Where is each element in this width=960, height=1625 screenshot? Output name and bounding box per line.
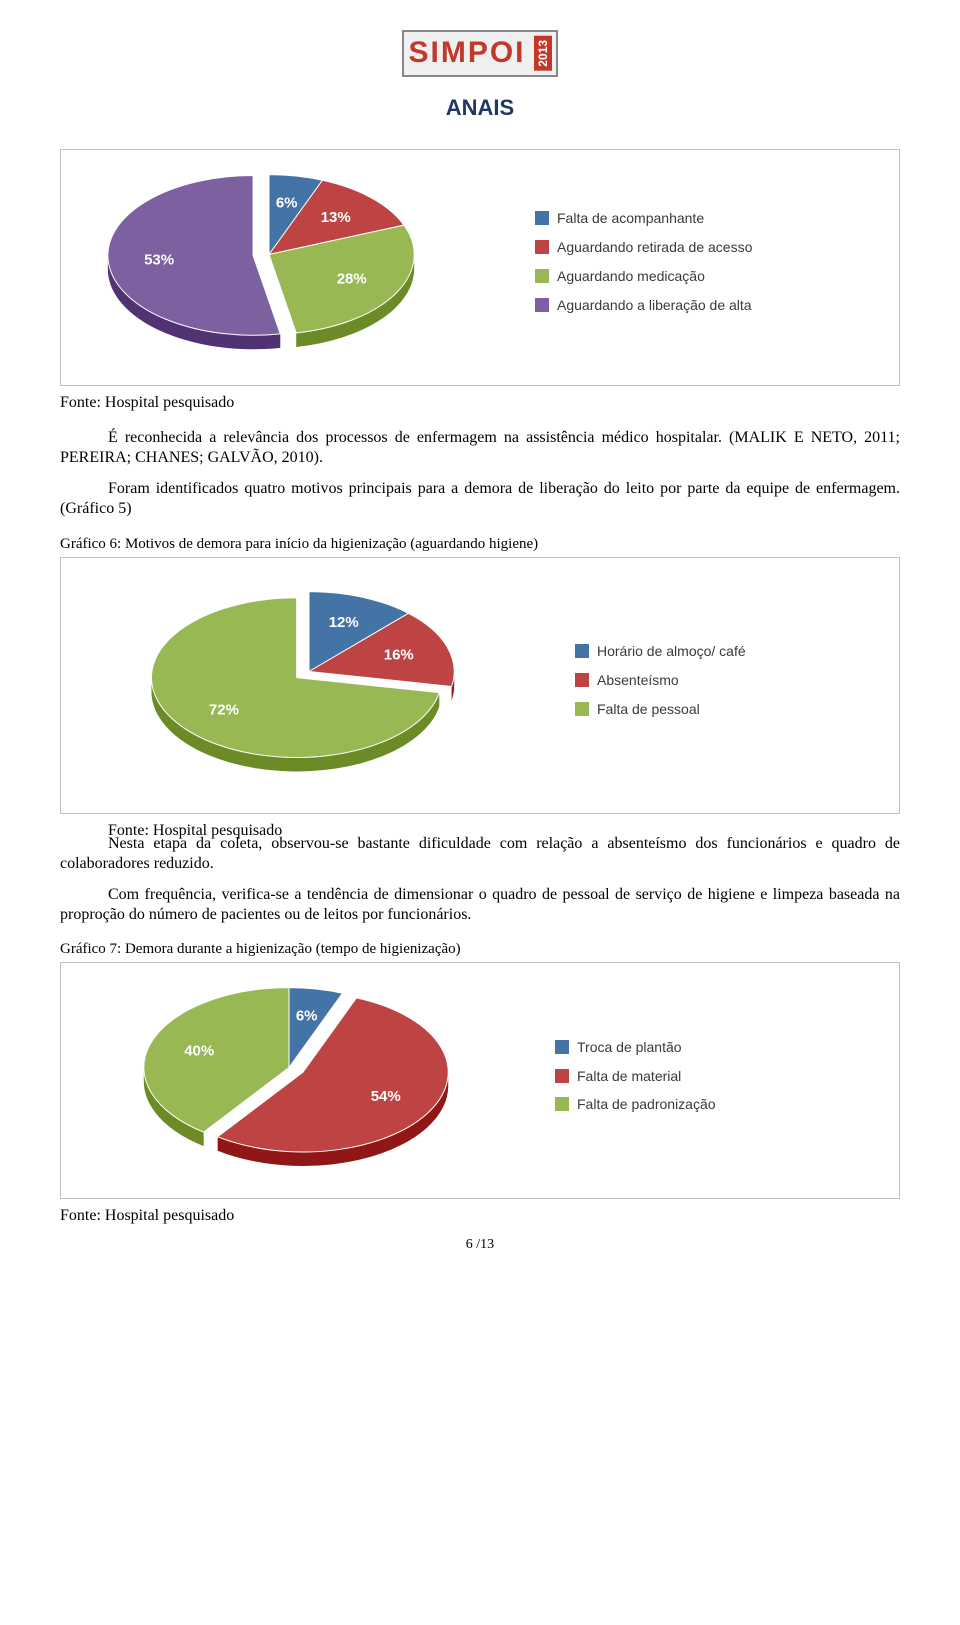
legend-swatch [555, 1040, 569, 1054]
legend-label: Aguardando a liberação de alta [557, 296, 752, 315]
header: SIMPOI 2013 ANAIS [60, 0, 900, 121]
svg-text:40%: 40% [184, 1043, 214, 1060]
legend-item: Falta de pessoal [575, 700, 746, 719]
legend-label: Aguardando medicação [557, 267, 705, 286]
legend-swatch [555, 1097, 569, 1111]
legend-swatch [575, 644, 589, 658]
legend-swatch [555, 1069, 569, 1083]
chart-7-caption: Gráfico 7: Demora durante a higienização… [60, 941, 900, 958]
legend-swatch [575, 702, 589, 716]
legend-item: Horário de almoço/ café [575, 642, 746, 661]
chart-7-frame: 6% 54% 40% Troca de plantão Falta de materi… [60, 962, 900, 1199]
chart-5-legend: Falta de acompanhante Aguardando retirada… [535, 209, 752, 325]
legend-label: Falta de acompanhante [557, 209, 704, 228]
chart-6-legend: Horário de almoço/ café Absenteísmo Falta … [575, 642, 746, 729]
svg-text:13%: 13% [321, 208, 351, 225]
chart-7-legend: Troca de plantão Falta de material Falta d… [555, 1038, 716, 1125]
legend-label: Horário de almoço/ café [597, 642, 746, 661]
legend-item: Absenteísmo [575, 671, 746, 690]
svg-text:16%: 16% [384, 646, 414, 663]
legend-item: Aguardando retirada de acesso [535, 238, 752, 257]
chart-7-pie: 6% 54% 40% [91, 973, 531, 1188]
paragraph: Com frequência, verifica-se a tendência … [60, 885, 900, 926]
chart-5-pie: 6% 13% 28% 53% [71, 160, 511, 375]
legend-item: Troca de plantão [555, 1038, 716, 1057]
legend-label: Falta de material [577, 1067, 681, 1086]
paragraph: Foram identificados quatro motivos princ… [60, 479, 900, 520]
legend-swatch [575, 673, 589, 687]
legend-label: Troca de plantão [577, 1038, 682, 1057]
legend-label: Falta de pessoal [597, 700, 700, 719]
anais-heading: ANAIS [60, 95, 900, 121]
svg-text:53%: 53% [144, 251, 174, 268]
paragraph: Nesta etapa da coleta, observou-se basta… [60, 834, 900, 875]
chart-5-frame: 6% 13% 28% 53% Falta de acompanhante Aguarda… [60, 149, 900, 386]
svg-text:6%: 6% [276, 194, 298, 211]
legend-item: Aguardando a liberação de alta [535, 296, 752, 315]
legend-swatch [535, 269, 549, 283]
legend-label: Falta de padronização [577, 1095, 716, 1114]
legend-swatch [535, 298, 549, 312]
logo-text: SIMPOI [408, 36, 525, 70]
source-line: Fonte: Hospital pesquisado [60, 394, 900, 412]
legend-label: Absenteísmo [597, 671, 679, 690]
logo-year: 2013 [534, 36, 552, 71]
page: SIMPOI 2013 ANAIS 6% 13% 28% 53% Falta de a… [0, 0, 960, 1293]
svg-text:54%: 54% [371, 1089, 401, 1106]
paragraph: É reconhecida a relevância dos processos… [60, 428, 900, 469]
legend-swatch [535, 240, 549, 254]
legend-label: Aguardando retirada de acesso [557, 238, 752, 257]
source-line: Fonte: Hospital pesquisado [60, 1207, 900, 1225]
chart-6-caption: Gráfico 6: Motivos de demora para início… [60, 536, 900, 553]
page-footer: 6 /13 [60, 1237, 900, 1253]
svg-text:6%: 6% [296, 1008, 318, 1025]
legend-item: Falta de material [555, 1067, 716, 1086]
svg-text:72%: 72% [209, 701, 239, 718]
legend-item: Aguardando medicação [535, 267, 752, 286]
svg-text:28%: 28% [337, 270, 367, 287]
chart-6-pie: 12% 16% 72% [111, 568, 551, 803]
legend-item: Falta de acompanhante [535, 209, 752, 228]
legend-swatch [535, 211, 549, 225]
logo: SIMPOI 2013 [402, 30, 557, 77]
chart-6-frame: 12% 16% 72% Horário de almoço/ café Absente… [60, 557, 900, 814]
legend-item: Falta de padronização [555, 1095, 716, 1114]
svg-text:12%: 12% [329, 614, 359, 631]
